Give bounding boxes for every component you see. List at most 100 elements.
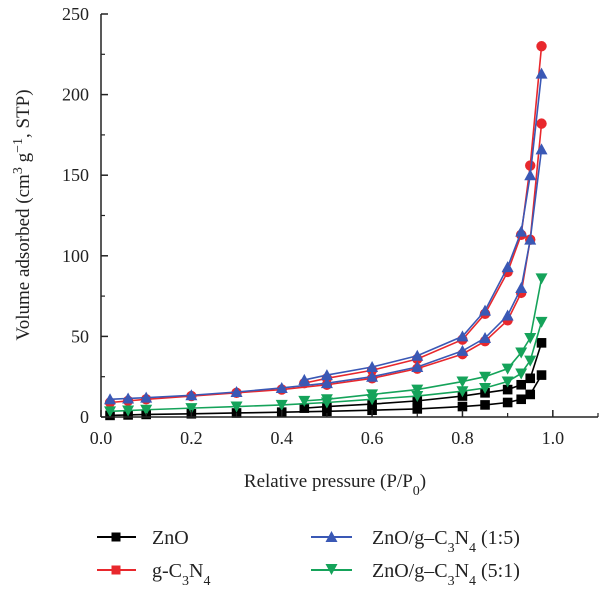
- data-point-zno-gc3n4-1-5-adsorption: [230, 386, 243, 398]
- data-point-zno-adsorption: [516, 394, 526, 405]
- y-tick-label: 150: [62, 165, 89, 185]
- data-point-zno-gc3n4-5-1-adsorption: [104, 406, 117, 418]
- x-axis-label: Relative pressure (P/P0): [244, 471, 426, 499]
- data-point-zno-gc3n4-5-1-desorption: [501, 363, 514, 375]
- data-point-zno-adsorption: [502, 397, 513, 408]
- axes: 0.0 0.2 0.4 0.6 0.8 1.0 0 50 100 150 200 250: [62, 4, 599, 448]
- y-axis-label: Volume adsorbed (cm3 g−1, STP): [11, 89, 35, 340]
- legend-label-gc3n4: g-C3N4: [152, 560, 210, 589]
- legend-item-zno: ZnO: [97, 527, 189, 549]
- x-tick-label: 0.8: [451, 428, 474, 448]
- data-point-zno-gc3n4-5-1-adsorption: [122, 405, 135, 417]
- y-tick-label: 200: [62, 85, 89, 105]
- legend-label-zno-gc3n4-5-1: ZnO/g–C3N4 (5:1): [372, 560, 520, 589]
- data-point-zno-gc3n4-1-5-adsorption: [501, 309, 514, 321]
- data-point-zno-gc3n4-1-5-adsorption: [456, 344, 469, 356]
- data-point-zno-gc3n4-5-1-adsorption: [456, 386, 469, 398]
- data-point-gc3n4-desorption: [536, 41, 547, 52]
- series-line-zno-gc3n4-1-5-desorption: [304, 73, 543, 381]
- x-tick-label: 0.2: [180, 428, 203, 448]
- data-point-zno-gc3n4-5-1-adsorption: [140, 404, 153, 416]
- data-point-zno-gc3n4-5-1-desorption: [515, 347, 528, 359]
- data-point-zno-gc3n4-1-5-desorption: [411, 349, 424, 361]
- data-point-zno-gc3n4-5-1-desorption: [479, 371, 492, 383]
- data-point-zno-gc3n4-5-1-desorption: [411, 384, 424, 396]
- data-point-zno-gc3n4-1-5-adsorption: [366, 370, 379, 382]
- data-point-zno-gc3n4-5-1-desorption: [524, 333, 537, 345]
- y-tick-label: 250: [62, 4, 89, 24]
- data-point-zno-gc3n4-5-1-adsorption: [411, 391, 424, 403]
- data-point-zno-gc3n4-1-5-desorption: [501, 261, 514, 273]
- data-point-zno-gc3n4-1-5-desorption: [298, 373, 311, 385]
- data-point-zno-adsorption: [525, 389, 536, 400]
- data-point-zno-desorption: [299, 403, 310, 413]
- data-point-zno-gc3n4-5-1-adsorption: [515, 368, 528, 380]
- data-point-zno-gc3n4-5-1-adsorption: [275, 399, 288, 411]
- data-point-zno-gc3n4-5-1-adsorption: [535, 316, 548, 328]
- legend: ZnO g-C3N4 ZnO/g–C3N4 (1:5) ZnO/g–C3N4 (…: [97, 527, 520, 589]
- series-line-gc3n4-adsorption: [109, 123, 543, 404]
- legend-marker-zno: [111, 532, 121, 542]
- legend-label-zno: ZnO: [152, 527, 189, 549]
- data-point-zno-gc3n4-5-1-adsorption: [185, 403, 198, 415]
- data-point-gc3n4-desorption: [525, 160, 536, 171]
- plot-area: [104, 41, 548, 421]
- data-point-zno-gc3n4-1-5-adsorption: [479, 332, 492, 344]
- data-point-zno-adsorption: [322, 406, 332, 417]
- data-point-zno-gc3n4-1-5-adsorption: [524, 233, 537, 245]
- series-line-zno-gc3n4-1-5-adsorption: [110, 149, 543, 401]
- data-point-zno-gc3n4-1-5-desorption: [524, 169, 537, 181]
- y-tick-label: 0: [80, 407, 89, 427]
- data-point-zno-adsorption: [412, 404, 423, 414]
- y-tick-label: 100: [62, 246, 89, 266]
- y-tick-label: 50: [71, 326, 89, 346]
- data-point-zno-gc3n4-5-1-desorption: [456, 376, 469, 388]
- data-point-zno-gc3n4-1-5-adsorption: [185, 389, 198, 401]
- data-point-zno-gc3n4-1-5-adsorption: [411, 361, 424, 373]
- data-point-zno-desorption: [536, 338, 547, 348]
- legend-marker-zno-gc3n4-1-5: [325, 531, 338, 542]
- data-point-zno-gc3n4-5-1-adsorption: [230, 401, 243, 413]
- data-point-zno-gc3n4-1-5-desorption: [535, 67, 548, 79]
- data-point-zno-desorption: [516, 379, 526, 390]
- data-point-zno-desorption: [525, 373, 536, 384]
- data-point-zno-gc3n4-5-1-adsorption: [479, 382, 492, 394]
- legend-item-gc3n4: g-C3N4: [97, 560, 210, 589]
- data-point-gc3n4-adsorption: [536, 118, 547, 129]
- data-point-zno-gc3n4-1-5-adsorption: [122, 392, 135, 404]
- data-point-zno-gc3n4-5-1-desorption: [366, 389, 379, 401]
- x-tick-label: 1.0: [542, 428, 565, 448]
- data-point-zno-gc3n4-5-1-adsorption: [501, 376, 514, 388]
- data-point-zno-gc3n4-1-5-desorption: [479, 304, 492, 316]
- data-point-zno-adsorption: [231, 408, 242, 418]
- data-point-zno-gc3n4-5-1-desorption: [320, 394, 333, 406]
- legend-marker-zno-gc3n4-5-1: [325, 564, 338, 575]
- legend-label-zno-gc3n4-1-5: ZnO/g–C3N4 (1:5): [372, 527, 520, 556]
- data-point-zno-gc3n4-5-1-desorption: [535, 273, 548, 285]
- data-point-zno-gc3n4-1-5-adsorption: [535, 143, 548, 155]
- data-point-zno-adsorption: [536, 370, 547, 380]
- legend-marker-gc3n4: [111, 565, 121, 575]
- data-point-zno-gc3n4-1-5-desorption: [456, 330, 469, 342]
- data-point-zno-gc3n4-5-1-adsorption: [524, 355, 537, 367]
- data-point-zno-gc3n4-1-5-adsorption: [140, 391, 153, 403]
- legend-item-zno-gc3n4-1-5: ZnO/g–C3N4 (1:5): [311, 527, 520, 556]
- data-point-zno-gc3n4-1-5-adsorption: [275, 381, 288, 393]
- data-point-zno-gc3n4-1-5-desorption: [320, 369, 333, 381]
- x-tick-label: 0.4: [270, 428, 293, 448]
- data-point-zno-gc3n4-1-5-desorption: [515, 225, 528, 237]
- x-tick-label: 0.0: [90, 428, 113, 448]
- x-tick-label: 0.6: [361, 428, 384, 448]
- data-point-zno-desorption: [502, 384, 513, 395]
- data-point-zno-gc3n4-1-5-adsorption: [515, 282, 528, 294]
- data-point-zno-gc3n4-1-5-adsorption: [320, 377, 333, 389]
- data-point-zno-gc3n4-1-5-desorption: [366, 361, 379, 373]
- series-line-zno-gc3n4-5-1-desorption: [304, 278, 543, 402]
- data-point-zno-adsorption: [480, 400, 490, 410]
- data-point-zno-gc3n4-5-1-desorption: [298, 395, 311, 407]
- legend-item-zno-gc3n4-5-1: ZnO/g–C3N4 (5:1): [311, 560, 520, 589]
- series-line-gc3n4-desorption: [304, 46, 543, 384]
- data-point-zno-adsorption: [457, 401, 468, 412]
- data-point-zno-gc3n4-1-5-adsorption: [104, 393, 117, 405]
